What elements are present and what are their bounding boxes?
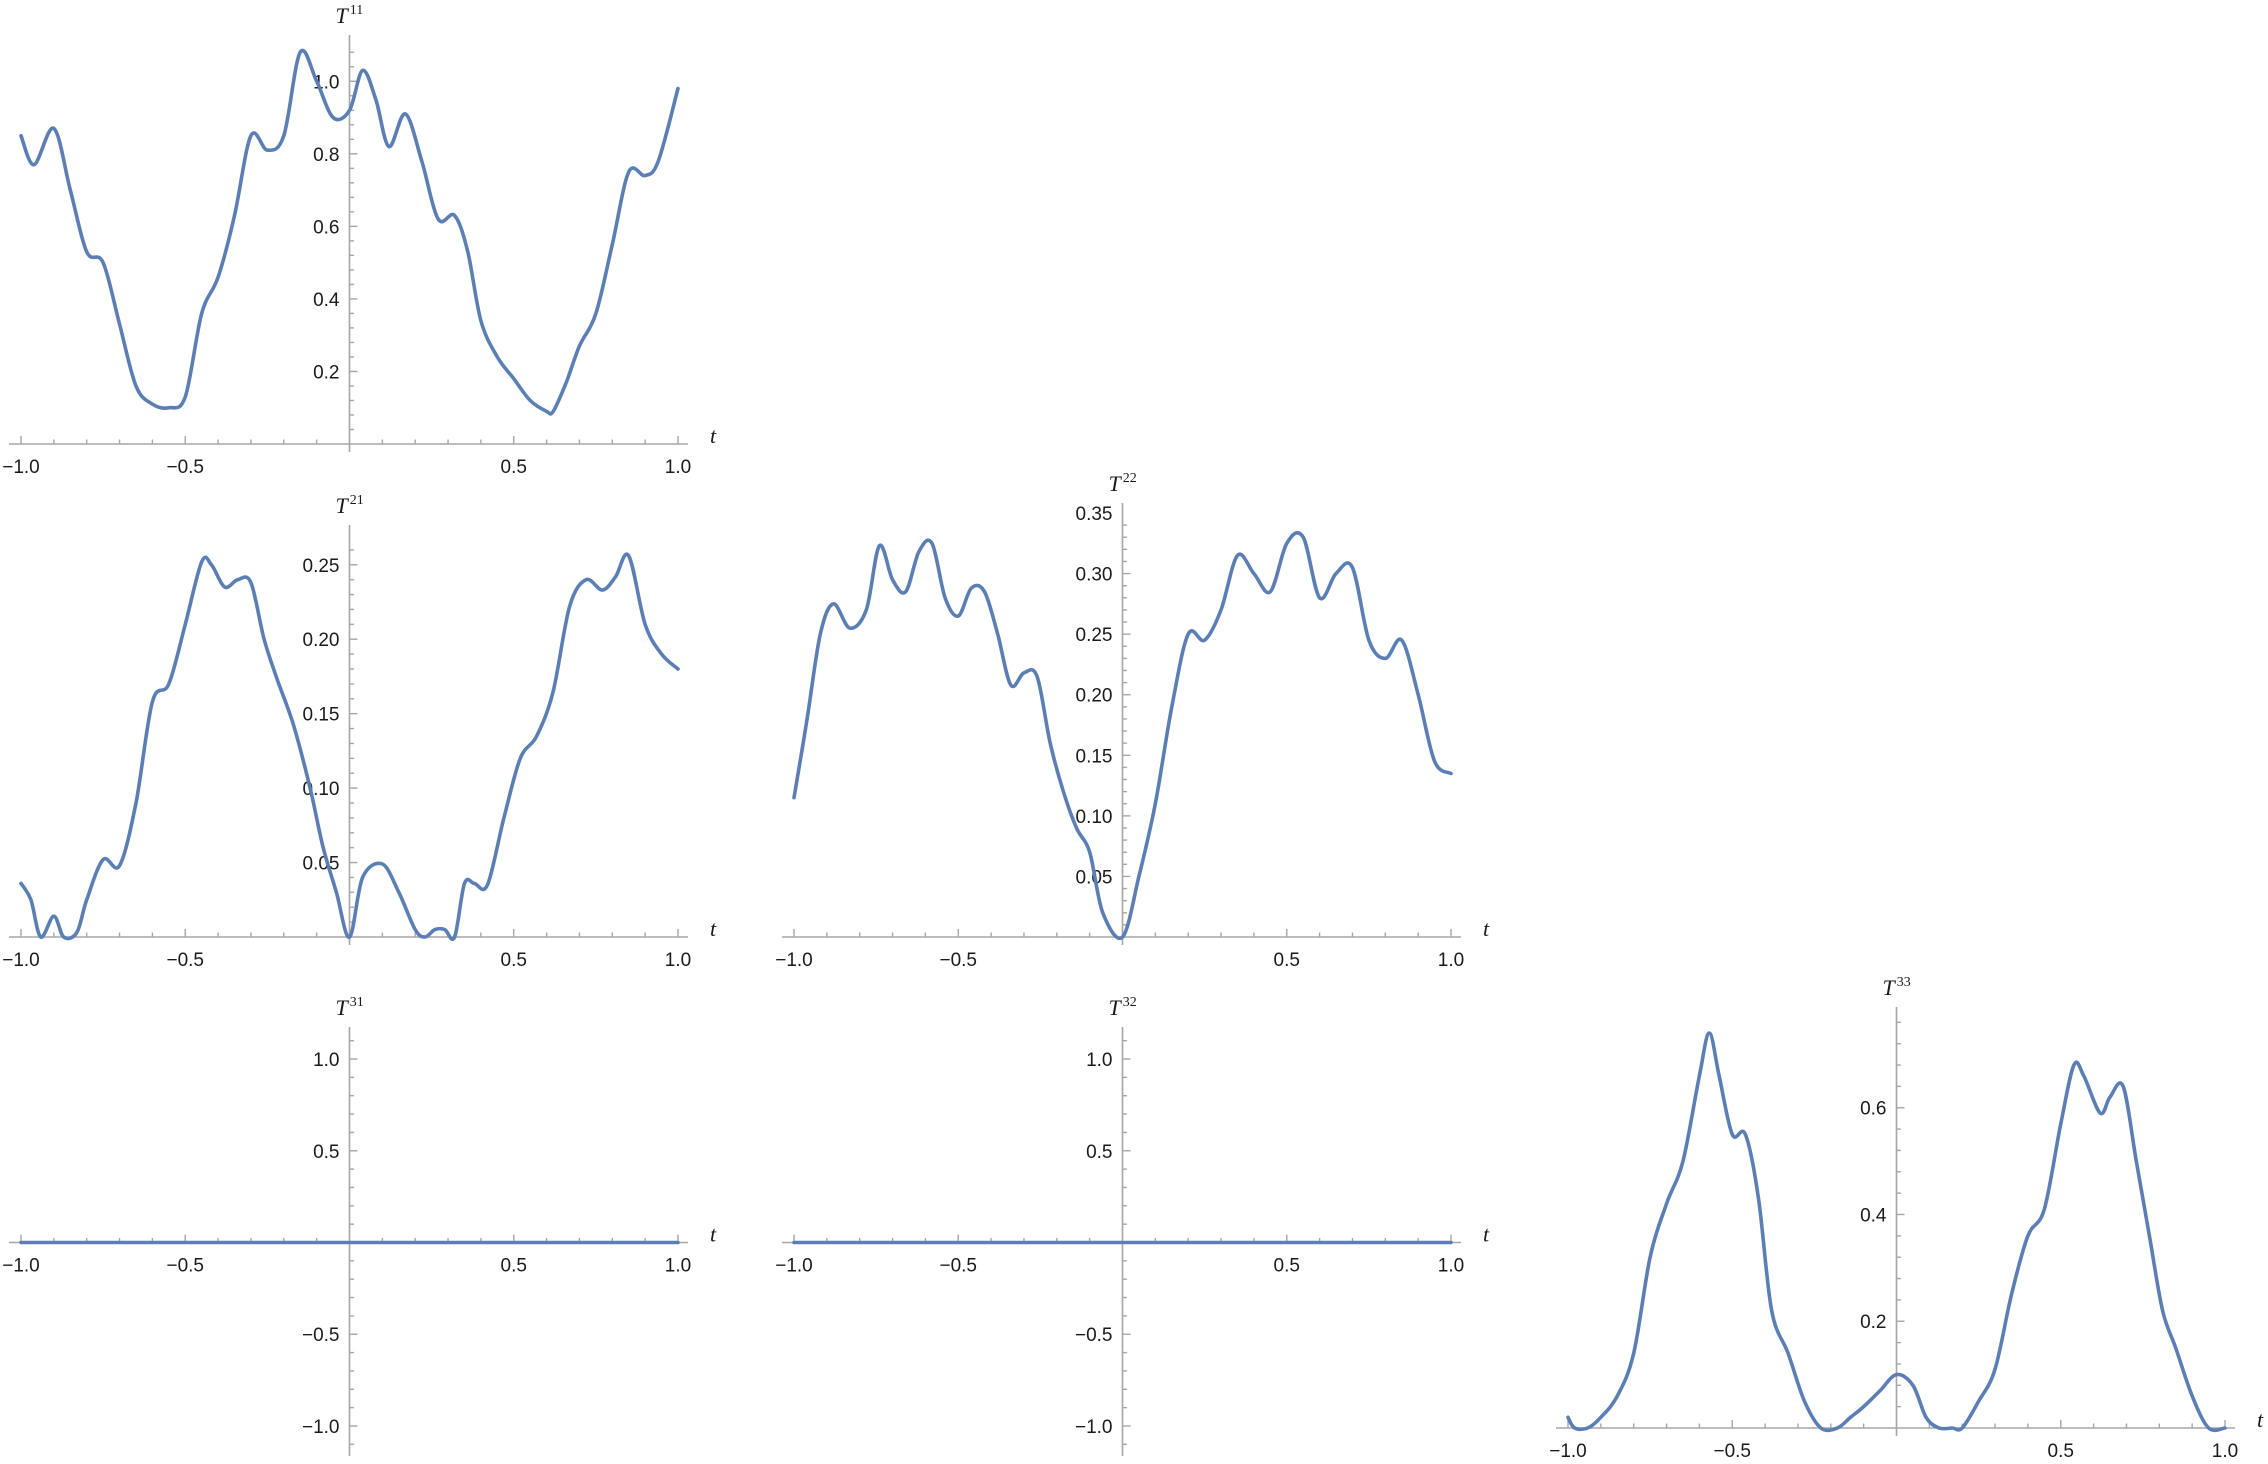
x-tick-label: 1.0 xyxy=(1438,950,1464,971)
x-tick-label: −1.0 xyxy=(2,950,40,971)
panel-title-base: T xyxy=(1109,471,1123,496)
x-tick-label: −0.5 xyxy=(939,1256,977,1277)
y-tick-label: 0.2 xyxy=(1860,1312,1886,1333)
y-tick-label: 0.6 xyxy=(313,217,339,238)
x-tick-label: 0.5 xyxy=(501,950,527,971)
series-line xyxy=(19,552,680,942)
series-line xyxy=(19,48,680,416)
x-tick-label: 0.5 xyxy=(501,457,527,478)
panel-title-superscript: 32 xyxy=(1123,995,1137,1010)
series-line xyxy=(792,530,1453,941)
x-tick-label: 1.0 xyxy=(665,1256,691,1277)
panel-title-superscript: 21 xyxy=(350,493,364,508)
x-tick-label: −1.0 xyxy=(775,950,813,971)
y-tick-label: 0.20 xyxy=(1076,686,1113,707)
y-tick-label: 0.35 xyxy=(1076,504,1113,525)
panel-title: T 33 xyxy=(1883,975,1911,1000)
y-tick-label: 0.25 xyxy=(303,556,340,577)
x-tick-label: 0.5 xyxy=(501,1256,527,1277)
y-tick-label: 0.2 xyxy=(313,362,339,383)
panel-t31: −1.0 −0.5 0.5 1.0 −1.0 −0.5 0.5 1.0 t T 31 xyxy=(2,995,717,1456)
panel-title-base: T xyxy=(336,493,350,518)
x-tick-label: −0.5 xyxy=(166,1256,204,1277)
x-tick-label: 0.5 xyxy=(1274,1256,1300,1277)
x-axis-title: t xyxy=(710,423,717,448)
x-tick-label: 0.5 xyxy=(2048,1441,2074,1462)
panel-title: T 22 xyxy=(1109,471,1137,496)
x-tick-label: 1.0 xyxy=(665,457,691,478)
panel-title-base: T xyxy=(1883,975,1897,1000)
y-tick-label: 0.4 xyxy=(1860,1205,1887,1226)
y-tick-label: −0.5 xyxy=(1075,1325,1113,1346)
y-tick-label: −1.0 xyxy=(302,1417,340,1438)
panel-title-base: T xyxy=(1109,995,1123,1020)
panel-title: T 32 xyxy=(1109,995,1137,1020)
panel-t22: −1.0 −0.5 0.5 1.00.050.100.150.200.250.300.… xyxy=(775,471,1490,971)
y-tick-label: 0.15 xyxy=(303,705,340,726)
panel-title: T 11 xyxy=(336,3,364,28)
y-tick-label: −0.5 xyxy=(302,1325,340,1346)
x-tick-label: −1.0 xyxy=(1549,1441,1587,1462)
x-axis-title: t xyxy=(2257,1407,2264,1432)
panel-t33: −1.0 −0.5 0.5 1.0 0.2 0.4 0.6 t T 33 xyxy=(1549,975,2264,1462)
panel-title-superscript: 31 xyxy=(350,995,364,1010)
y-tick-label: 0.15 xyxy=(1076,746,1113,767)
panel-title-base: T xyxy=(336,995,350,1020)
y-tick-label: 0.20 xyxy=(303,630,340,651)
y-tick-label: 1.0 xyxy=(1086,1050,1112,1071)
panel-title-base: T xyxy=(336,3,350,28)
x-tick-label: −0.5 xyxy=(939,950,977,971)
y-tick-label: 0.8 xyxy=(313,145,339,166)
y-tick-label: 0.05 xyxy=(303,854,340,875)
x-tick-label: −0.5 xyxy=(166,457,204,478)
panel-t11: −1.0 −0.5 0.5 1.00.20.40.60.81.0tT 11 xyxy=(2,3,717,478)
y-tick-label: −1.0 xyxy=(1075,1417,1113,1438)
x-axis-title: t xyxy=(1483,1222,1490,1247)
x-axis-title: t xyxy=(1483,916,1490,941)
panel-title-superscript: 22 xyxy=(1123,471,1137,486)
x-tick-label: −0.5 xyxy=(166,950,204,971)
y-tick-label: 0.4 xyxy=(313,290,340,311)
x-tick-label: −0.5 xyxy=(1713,1441,1751,1462)
x-tick-label: −1.0 xyxy=(775,1256,813,1277)
y-tick-label: 0.5 xyxy=(1086,1142,1112,1163)
y-tick-label: 0.6 xyxy=(1860,1099,1886,1120)
x-tick-label: 1.0 xyxy=(2212,1441,2238,1462)
x-axis-title: t xyxy=(710,916,717,941)
y-tick-label: 0.30 xyxy=(1076,565,1113,586)
panel-title: T 21 xyxy=(336,493,364,518)
x-tick-label: −1.0 xyxy=(2,457,40,478)
panel-title-superscript: 11 xyxy=(350,3,363,18)
y-tick-label: 0.5 xyxy=(313,1142,339,1163)
x-tick-label: −1.0 xyxy=(2,1256,40,1277)
y-tick-label: 0.10 xyxy=(1076,807,1113,828)
panel-title-superscript: 33 xyxy=(1897,975,1911,990)
x-axis-title: t xyxy=(710,1222,717,1247)
x-tick-label: 1.0 xyxy=(665,950,691,971)
panel-t32: −1.0 −0.5 0.5 1.0 −1.0 −0.5 0.5 1.0 t T 32 xyxy=(775,995,1490,1456)
x-tick-label: 0.5 xyxy=(1274,950,1300,971)
y-tick-label: 1.0 xyxy=(313,1050,339,1071)
x-tick-label: 1.0 xyxy=(1438,1256,1464,1277)
y-tick-label: 0.25 xyxy=(1076,625,1113,646)
series-line xyxy=(1566,1031,2227,1433)
panel-title: T 31 xyxy=(336,995,364,1020)
